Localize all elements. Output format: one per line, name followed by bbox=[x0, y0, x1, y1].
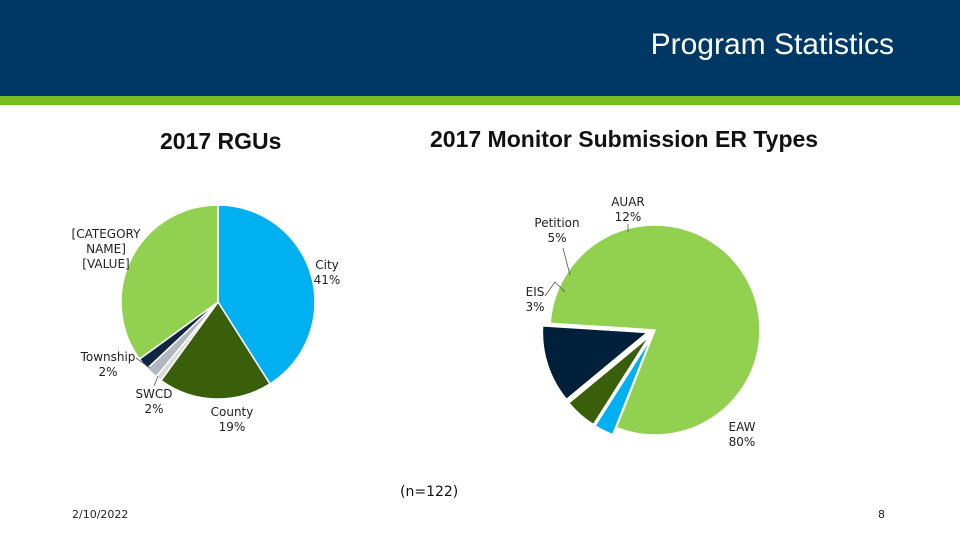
er-leader-eis bbox=[544, 281, 566, 297]
rgu-label-city: City 41% bbox=[314, 258, 341, 287]
er-chart-title: 2017 Monitor Submission ER Types bbox=[430, 126, 819, 152]
er-slice-eaw bbox=[549, 224, 761, 436]
slide-header bbox=[0, 0, 960, 96]
rgu-pie: City 41% County 19% SWCD 2% Township 2% [CATEGOR… bbox=[72, 204, 341, 434]
header-accent-bar bbox=[0, 96, 960, 105]
rgu-label-category-name: [CATEGORY NAME] [VALUE] bbox=[72, 227, 142, 271]
er-slice-eis bbox=[594, 336, 653, 436]
rgu-label-township: Township 2% bbox=[80, 350, 136, 379]
er-slice-auar bbox=[541, 325, 650, 401]
rgu-label-county: County 19% bbox=[211, 405, 254, 434]
er-label-eaw: EAW 80% bbox=[729, 420, 756, 449]
rgu-label-swcd: SWCD 2% bbox=[135, 387, 172, 416]
slide-title: Program Statistics bbox=[650, 28, 894, 61]
er-label-petition: Petition 5% bbox=[534, 216, 579, 245]
er-slice-petition bbox=[567, 335, 651, 426]
rgu-chart-title: 2017 RGUs bbox=[160, 128, 282, 154]
rgu-leader-township bbox=[135, 357, 151, 369]
sample-size-note: (n=122) bbox=[400, 484, 459, 500]
rgu-slice-county bbox=[159, 300, 272, 400]
er-pie: EAW 80% EIS 3% Petition 5% AUAR 12% bbox=[525, 195, 761, 449]
footer-date: 2/10/2022 bbox=[72, 508, 129, 521]
er-leader-petition bbox=[562, 247, 571, 276]
er-label-eis: EIS 3% bbox=[525, 285, 544, 314]
footer-page-number: 8 bbox=[878, 508, 885, 521]
rgu-slice-category-name bbox=[120, 204, 219, 361]
er-label-auar: AUAR 12% bbox=[611, 195, 645, 224]
rgu-leader-swcd bbox=[153, 375, 159, 387]
